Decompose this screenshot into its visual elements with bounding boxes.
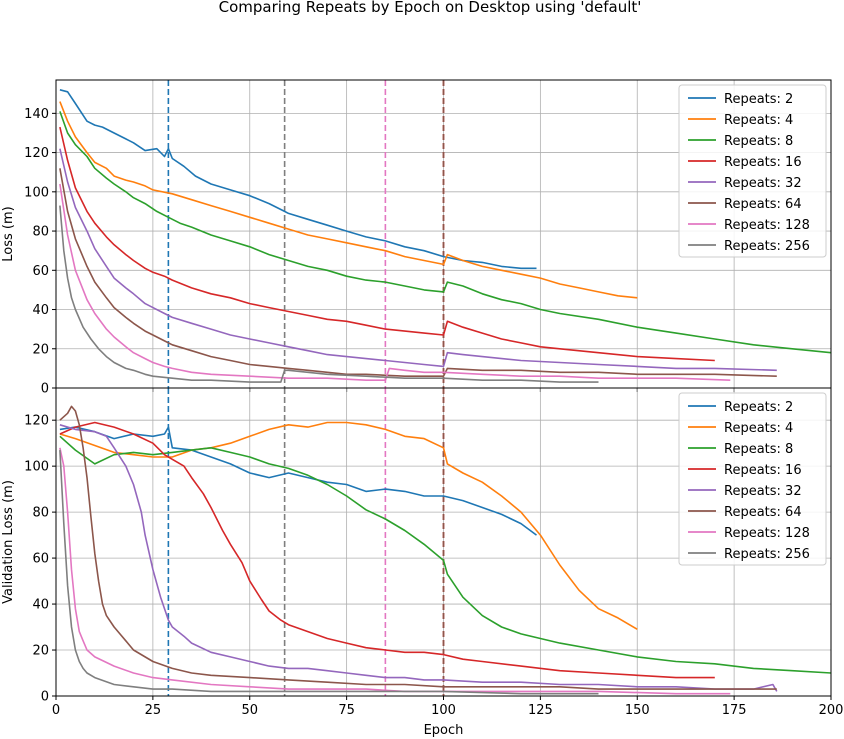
- y-tick-label: 80: [32, 225, 49, 240]
- y-axis-label: Validation Loss (m): [1, 480, 16, 604]
- legend-entry: Repeats: 128: [724, 218, 810, 233]
- epoch-markers: [167, 388, 445, 696]
- series-line-256: [59, 450, 599, 695]
- y-tick-label: 80: [32, 506, 49, 521]
- series-line-4: [59, 421, 638, 630]
- legend-box: [678, 392, 827, 566]
- x-tick-label: 200: [819, 703, 844, 718]
- chart-title: Comparing Repeats by Epoch on Desktop us…: [219, 0, 642, 16]
- legend-box: [678, 84, 827, 258]
- series-line-64: [59, 168, 777, 377]
- series-line-16: [59, 421, 715, 679]
- y-tick-label: 100: [24, 460, 49, 475]
- series-line-8: [59, 111, 831, 354]
- series-lines: [59, 405, 831, 695]
- legend: Repeats: 2 Repeats: 4 Repeats: 8 Repeats: 1…: [678, 84, 827, 258]
- x-tick-label: 150: [625, 703, 650, 718]
- x-tick-label: 50: [241, 703, 258, 718]
- series-line-128: [59, 447, 731, 695]
- legend: Repeats: 2 Repeats: 4 Repeats: 8 Repeats: 1…: [678, 392, 827, 566]
- series-line-2: [59, 426, 537, 536]
- panel-2: 0 20 40 60 80 100 120 0 25 50 75 100 125 150 175 200 Val…: [1, 387, 844, 738]
- legend-entry: Repeats: 2: [724, 92, 793, 107]
- series-lines: [59, 89, 831, 383]
- series-line-16: [59, 126, 715, 362]
- x-tick-label: 75: [338, 703, 355, 718]
- legend-entry: Repeats: 8: [724, 134, 793, 149]
- x-tick-label: 125: [528, 703, 553, 718]
- legend-entry: Repeats: 16: [724, 463, 802, 478]
- series-line-32: [59, 424, 778, 692]
- y-tick-label: 20: [32, 644, 49, 659]
- legend-entry: Repeats: 4: [724, 113, 793, 128]
- series-line-8: [59, 435, 831, 674]
- y-tick-label: 0: [41, 690, 49, 705]
- legend-entry: Repeats: 16: [724, 155, 802, 170]
- legend-entry: Repeats: 64: [724, 197, 802, 212]
- series-line-32: [59, 148, 777, 372]
- legend-entry: Repeats: 4: [724, 421, 793, 436]
- x-tick-label: 0: [52, 703, 60, 718]
- series-line-2: [59, 89, 537, 270]
- epoch-markers: [167, 80, 445, 388]
- y-axis-label: Loss (m): [1, 206, 16, 261]
- x-tick-label: 25: [145, 703, 162, 718]
- legend-entry: Repeats: 256: [724, 239, 810, 254]
- x-tick-label: 100: [431, 703, 456, 718]
- y-tick-label: 120: [24, 146, 49, 161]
- legend-entry: Repeats: 32: [724, 484, 802, 499]
- legend-entry: Repeats: 128: [724, 526, 810, 541]
- series-line-256: [59, 205, 599, 383]
- series-line-64: [59, 405, 777, 690]
- y-tick-label: 40: [32, 598, 49, 613]
- series-line-4: [59, 101, 638, 299]
- y-tick-label: 40: [32, 303, 49, 318]
- y-tick-label: 140: [24, 107, 49, 122]
- y-tick-label: 0: [41, 382, 49, 397]
- legend-entry: Repeats: 32: [724, 176, 802, 191]
- y-tick-label: 100: [24, 185, 49, 200]
- legend-entry: Repeats: 8: [724, 442, 793, 457]
- x-tick-label: 175: [722, 703, 747, 718]
- y-tick-label: 20: [32, 342, 49, 357]
- y-tick-label: 60: [32, 264, 49, 279]
- x-axis-label: Epoch: [424, 723, 464, 738]
- legend-entry: Repeats: 2: [724, 400, 793, 415]
- y-tick-label: 120: [24, 414, 49, 429]
- legend-entry: Repeats: 64: [724, 505, 802, 520]
- series-line-128: [59, 183, 731, 381]
- legend-entry: Repeats: 256: [724, 547, 810, 562]
- y-tick-label: 60: [32, 552, 49, 567]
